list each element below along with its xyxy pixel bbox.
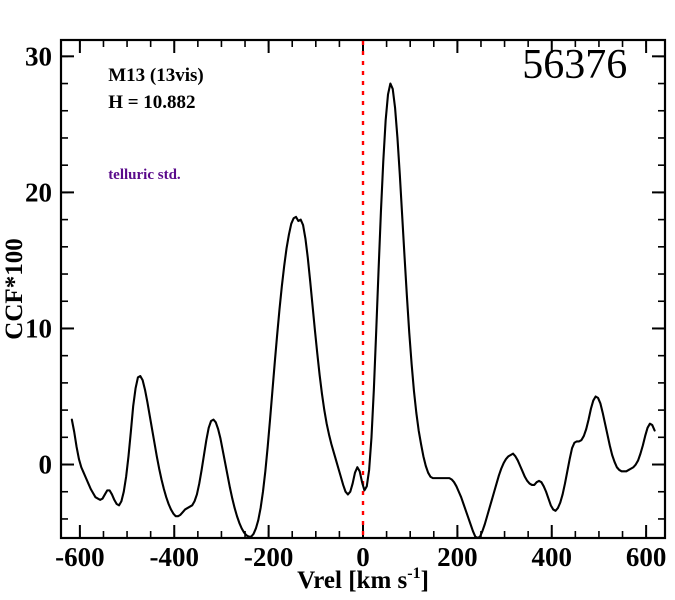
y-tick-label: 10 xyxy=(25,313,52,343)
y-axis-title: CCF*100 xyxy=(1,238,28,339)
x-tick-label: 400 xyxy=(532,542,573,572)
x-tick-label: 600 xyxy=(626,542,667,572)
x-axis-title: Vrel [km s-1] xyxy=(297,565,429,594)
x-tick-label: -400 xyxy=(150,542,200,572)
ccf-data-curve xyxy=(70,82,656,537)
annotation-telluric-label: telluric std. xyxy=(108,167,181,183)
x-tick-label: -600 xyxy=(55,542,105,572)
y-tick-labels-group: 0 10 20 30 xyxy=(25,41,52,479)
x-tick-label: -200 xyxy=(244,542,294,572)
x-tick-label: 200 xyxy=(437,542,478,572)
x-tick-label: 0 xyxy=(356,542,370,572)
x-tick-labels-group: -600 -400 -200 0 200 400 600 xyxy=(55,542,666,572)
y-tick-label: 20 xyxy=(25,177,52,207)
annotation-magnitude-label: H = 10.882 xyxy=(108,92,195,113)
y-tick-label: 0 xyxy=(39,450,53,480)
annotation-mjd-label: 56376 xyxy=(522,42,627,88)
annotation-target-label: M13 (13vis) xyxy=(108,65,204,86)
y-tick-label: 30 xyxy=(25,41,52,71)
major-ticks-group xyxy=(61,40,665,538)
plot-frame xyxy=(59,38,667,540)
